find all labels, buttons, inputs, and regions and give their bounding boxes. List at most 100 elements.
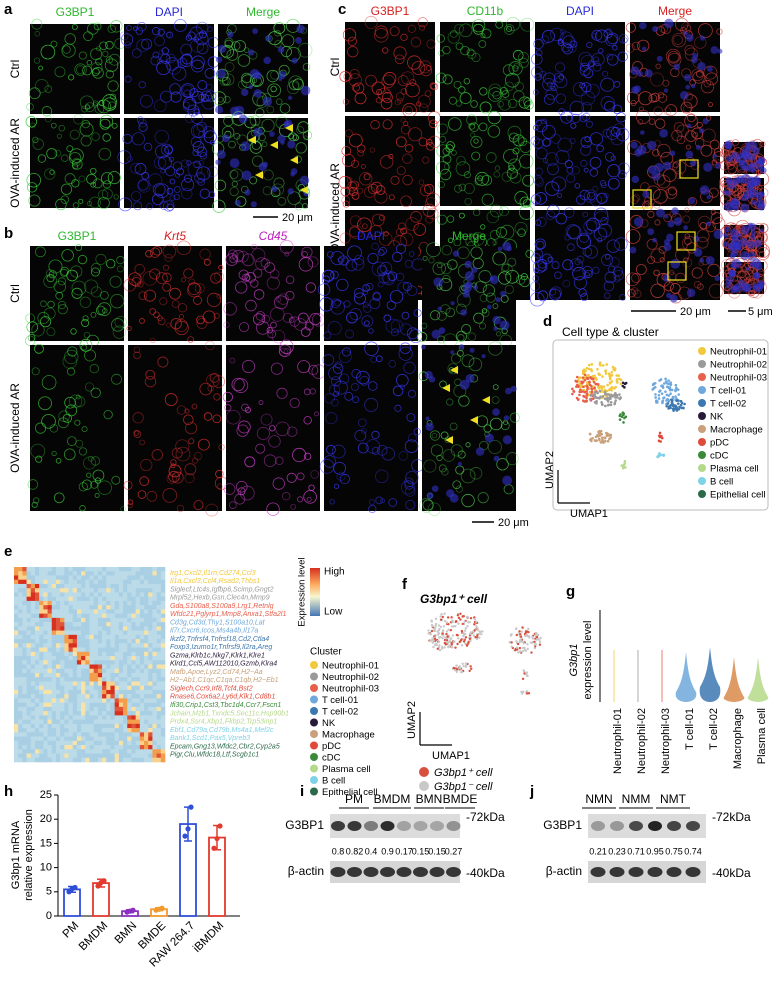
micrograph-signal [285,290,295,301]
heatmap-cell [72,613,78,619]
micrograph-signal [229,357,236,364]
heatmap-cell [131,732,136,737]
legend-swatch [310,730,318,738]
micrograph-signal [169,194,176,201]
micrograph-nucleus [737,233,742,238]
micrograph-signal [685,144,691,150]
micrograph-signal [686,242,698,254]
micrograph-nucleus [753,239,763,248]
group-label: BMDM [374,792,411,806]
micrograph-nucleus [663,239,671,246]
heatmap-cell [106,753,111,759]
micrograph-signal [249,115,261,127]
heatmap-cell [76,702,82,708]
heatmap-cell [34,685,40,691]
heatmap-cell [156,579,162,585]
micrograph-signal [237,420,251,434]
heatmap-cell [160,639,166,644]
heatmap-cell [22,651,27,657]
heatmap-cell [160,672,166,678]
legend-swatch [698,399,706,407]
micrograph-signal [481,308,488,314]
micrograph-signal [652,188,668,204]
micrograph-signal [177,303,188,313]
micrograph-signal [272,477,285,490]
micrograph-signal [54,66,66,78]
gene-list: Ikzf2,Tnfrsf4,Tnfrsf18,Cd2,Ctla4 [170,636,269,643]
micrograph-signal [234,40,246,53]
umap-point [518,630,521,633]
micrograph-signal [389,290,404,304]
umap-point [430,629,434,633]
heatmap-cell [110,698,115,703]
micrograph-signal [144,375,157,388]
micrograph-signal [78,175,86,183]
heatmap-cell [34,711,40,716]
umap-point [601,439,604,443]
umap-point [588,432,592,436]
micrograph-signal [127,156,133,163]
heatmap-cell [110,677,115,682]
heatmap-cell [156,600,162,606]
heatmap-cell [76,677,82,682]
micrograph-signal [492,251,507,266]
heatmap-cell [39,745,44,750]
heatmap-cell [127,660,132,665]
micrograph-signal [78,482,88,492]
heatmap-cell [18,677,23,682]
heatmap-cell [14,715,19,720]
heatmap-cell [34,605,40,610]
micrograph-nucleus [749,261,756,268]
heatmap-cell [123,634,128,640]
micrograph-signal [716,28,723,35]
micrograph-signal [362,223,368,229]
heatmap-cell [76,694,82,699]
heatmap-cell [85,753,90,759]
umap-point [456,642,459,646]
micrograph-signal [506,16,521,32]
heatmap-cell [102,672,107,678]
micrograph-signal [607,177,620,190]
micrograph-signal [630,100,637,107]
umap-point [452,666,455,670]
micrograph-nucleus [683,225,689,231]
heatmap-cell [106,672,111,678]
heatmap-cell [144,596,149,602]
micrograph-nucleus [481,354,486,359]
heatmap-cell [18,685,23,691]
heatmap-cell [34,694,40,699]
heatmap-cell [135,685,141,691]
panel-label: d [543,313,552,330]
heatmap-cell [152,600,157,606]
micrograph-signal [465,235,477,247]
micrograph-signal [196,317,208,329]
micrograph-signal [572,81,588,97]
micrograph-signal [607,265,616,273]
micrograph-nucleus [662,274,671,282]
heatmap-cell [51,745,57,750]
heatmap-cell [26,728,32,733]
micrograph-signal [213,393,221,401]
heatmap-cell [106,749,111,754]
micrograph-signal [118,197,133,212]
micrograph-signal [90,267,100,277]
micrograph-signal [95,305,106,316]
heatmap-cell [64,567,69,572]
heatmap-cell [47,579,53,585]
micrograph-signal [241,273,251,282]
micrograph-signal [520,17,535,32]
micrograph-signal [47,300,55,309]
micrograph-signal [90,456,100,466]
micrograph-nucleus [218,44,227,53]
micrograph-nucleus [728,242,738,252]
heatmap-cell [89,698,94,703]
micrograph-signal [252,313,265,326]
heatmap-cell [139,630,145,636]
heatmap-cell [34,643,40,648]
heatmap-cell [148,660,153,665]
micrograph-nucleus [630,66,640,75]
umap-point [667,382,670,386]
heatmap-cell [14,677,19,682]
umap-point [661,436,664,440]
micrograph-signal [130,162,141,174]
